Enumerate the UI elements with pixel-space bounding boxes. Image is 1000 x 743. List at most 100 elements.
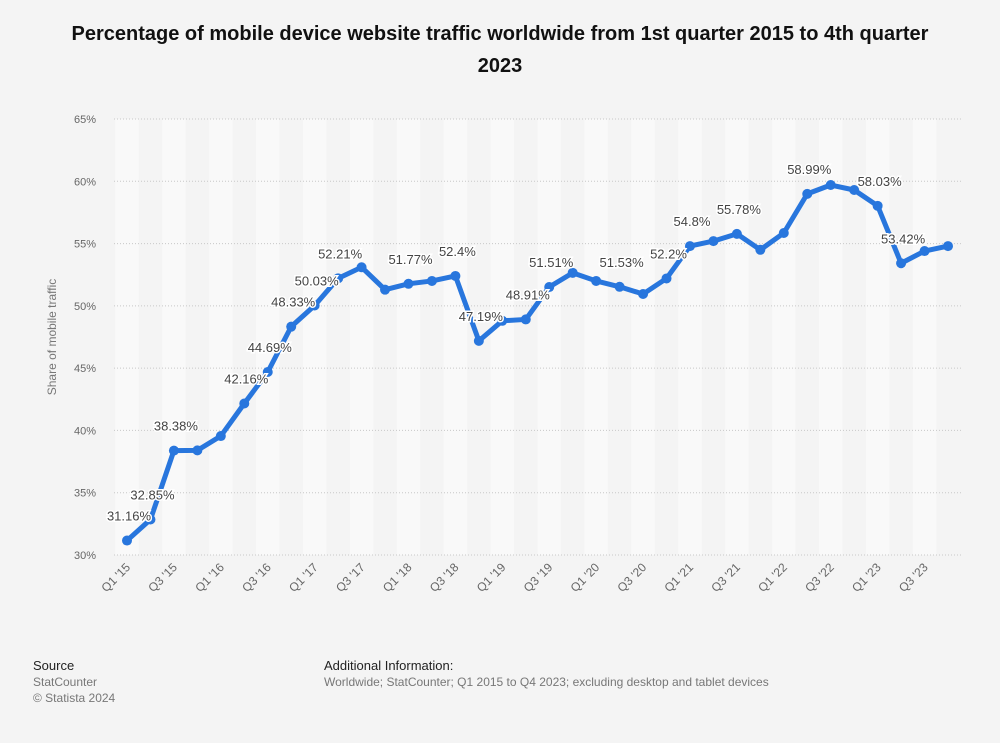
data-point — [849, 185, 860, 196]
info-heading: Additional Information: — [324, 658, 454, 673]
data-point — [943, 241, 953, 252]
data-point — [192, 445, 203, 456]
x-tick-label: Q1 '15 — [98, 560, 133, 595]
data-label: 58.99% — [787, 162, 832, 177]
column-band — [912, 119, 937, 555]
x-tick-label: Q1 '20 — [568, 560, 603, 595]
column-band — [349, 119, 374, 555]
column-band — [115, 119, 139, 555]
x-tick-label: Q1 '19 — [474, 560, 509, 595]
y-tick-label: 45% — [74, 363, 96, 375]
source-heading: Source — [33, 658, 75, 673]
column-band — [631, 119, 655, 555]
x-tick-label: Q3 '20 — [615, 560, 650, 595]
data-point — [661, 273, 672, 284]
column-band — [396, 119, 421, 555]
data-point — [145, 514, 156, 525]
chart-title: Percentage of mobile device website traf… — [71, 23, 929, 77]
x-tick-label: Q3 '18 — [427, 560, 462, 595]
data-point — [309, 300, 320, 311]
data-label: 51.51% — [529, 255, 574, 270]
data-point — [168, 445, 179, 456]
data-point — [778, 227, 789, 238]
column-band — [537, 119, 561, 555]
data-label: 48.33% — [271, 295, 316, 310]
data-label: 54.8% — [674, 214, 711, 229]
data-label: 55.78% — [717, 202, 762, 217]
data-label: 58.03% — [858, 174, 903, 189]
x-tick-label: Q3 '22 — [802, 560, 837, 595]
data-point — [403, 278, 414, 289]
data-point — [215, 431, 226, 442]
data-point — [896, 258, 907, 269]
data-point — [755, 244, 766, 255]
data-label: 51.77% — [388, 252, 433, 267]
data-point — [731, 228, 742, 239]
x-tick-label: Q1 '17 — [286, 560, 321, 595]
data-point — [638, 289, 649, 300]
column-band — [678, 119, 702, 555]
data-point — [122, 535, 132, 546]
data-label: 52.2% — [650, 246, 687, 261]
data-label: 51.53% — [600, 255, 645, 270]
data-label: 32.85% — [130, 487, 175, 502]
info-text: Worldwide; StatCounter; Q1 2015 to Q4 20… — [324, 675, 769, 689]
data-label: 47.19% — [459, 309, 504, 324]
data-point — [473, 335, 484, 346]
column-band — [209, 119, 233, 555]
copyright: © Statista 2024 — [33, 691, 116, 705]
column-band — [490, 119, 515, 555]
data-label: 52.21% — [318, 246, 363, 261]
data-point — [872, 200, 883, 211]
data-point — [520, 314, 531, 325]
y-tick-label: 30% — [74, 550, 96, 562]
data-label: 44.69% — [248, 340, 293, 355]
data-point — [567, 267, 578, 278]
data-point — [544, 282, 555, 293]
column-band — [302, 119, 327, 555]
column-band — [256, 119, 280, 555]
source-block: Source StatCounter © Statista 2024 — [33, 658, 115, 706]
data-label: 53.42% — [881, 231, 926, 246]
y-tick-label: 35% — [74, 488, 96, 500]
column-band — [772, 119, 796, 555]
data-label: 38.38% — [154, 419, 199, 434]
column-band — [443, 119, 468, 555]
x-tick-label: Q1 '21 — [661, 560, 696, 595]
x-tick-label: Q3 '15 — [145, 560, 180, 595]
y-axis-label: Share of mobile traffic — [45, 279, 59, 396]
data-point — [262, 367, 273, 378]
column-band — [725, 119, 749, 555]
x-tick-label: Q3 '21 — [708, 560, 743, 595]
data-point — [684, 241, 695, 252]
x-tick-label: Q3 '19 — [521, 560, 556, 595]
data-label: 48.91% — [506, 287, 551, 302]
data-point — [802, 188, 813, 199]
source-name[interactable]: StatCounter — [33, 675, 98, 689]
x-tick-label: Q3 '17 — [333, 560, 368, 595]
data-point — [825, 180, 836, 191]
data-point — [919, 246, 930, 257]
additional-info-block: Additional Information: Worldwide; StatC… — [324, 658, 769, 690]
data-label: 52.4% — [439, 244, 476, 259]
data-label: 31.16% — [107, 509, 152, 524]
data-point — [356, 262, 367, 273]
column-band — [818, 119, 843, 555]
y-tick-label: 40% — [74, 425, 96, 437]
y-tick-label: 65% — [74, 114, 96, 126]
x-tick-label: Q1 '22 — [755, 560, 790, 595]
data-point — [380, 284, 391, 295]
data-point — [333, 273, 344, 284]
data-point — [591, 275, 602, 286]
data-label: 50.03% — [295, 273, 340, 288]
data-point — [239, 398, 250, 409]
column-band — [865, 119, 890, 555]
data-label: 42.16% — [224, 372, 269, 387]
data-point — [708, 236, 719, 247]
x-tick-label: Q1 '23 — [849, 560, 884, 595]
x-tick-label: Q1 '16 — [192, 560, 227, 595]
data-point — [426, 275, 437, 286]
x-tick-label: Q3 '16 — [239, 560, 274, 595]
x-tick-label: Q3 '23 — [896, 560, 931, 595]
